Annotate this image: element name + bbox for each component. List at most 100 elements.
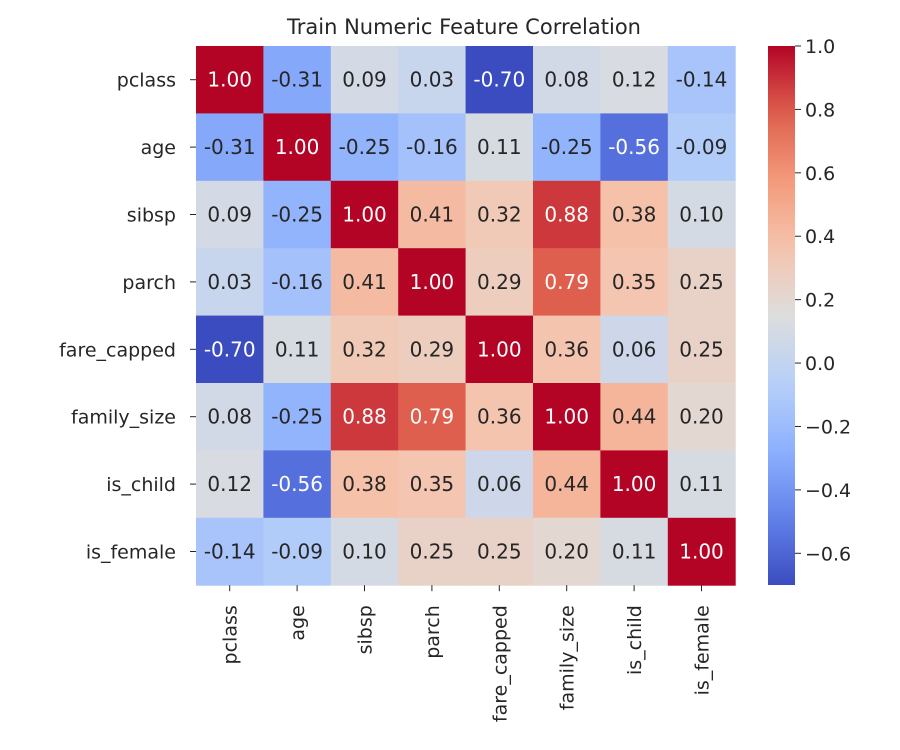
cell-value-label: -0.14	[204, 540, 256, 564]
cell-value-label: -0.70	[473, 68, 525, 92]
colorbar-tick-label: −0.2	[805, 416, 851, 438]
heatmap-cell-sibsp-is_female	[667, 180, 736, 249]
column-label-age: age	[287, 605, 309, 640]
heatmap-cell-age-parch	[398, 113, 467, 182]
column-label-sibsp: sibsp	[355, 605, 377, 654]
cell-value-label: 0.25	[477, 540, 522, 564]
heatmap-cell-pclass-age	[263, 46, 332, 114]
heatmap-cell-is_female-is_female	[667, 517, 736, 586]
cell-value-label: 0.35	[612, 270, 657, 294]
cell-value-label: 1.00	[612, 472, 657, 496]
heatmap-cell-age-fare_capped	[465, 113, 534, 182]
chart-title: Train Numeric Feature Correlation	[286, 15, 641, 39]
cell-value-label: 0.09	[342, 68, 387, 92]
cell-value-label: -0.56	[608, 135, 660, 159]
heatmap-cell-pclass-fare_capped	[465, 46, 534, 114]
row-label-is_child: is_child	[106, 474, 176, 496]
heatmap-cell-family_size-parch	[398, 383, 467, 451]
cell-value-label: 0.44	[612, 405, 657, 429]
heatmap-cell-fare_capped-fare_capped	[465, 315, 534, 384]
heatmap-cell-family_size-fare_capped	[465, 383, 534, 451]
heatmap-cell-fare_capped-sibsp	[330, 315, 399, 384]
heatmap-cell-is_female-is_child	[600, 517, 669, 586]
colorbar-tick-label: 0.8	[805, 99, 835, 121]
cell-value-label: 0.20	[679, 405, 724, 429]
row-label-is_female: is_female	[86, 542, 176, 564]
cell-value-label: 0.44	[544, 472, 589, 496]
heatmap-cell-is_child-is_female	[667, 450, 736, 519]
heatmap-cell-is_child-parch	[398, 450, 467, 519]
cell-value-label: 0.11	[612, 540, 657, 564]
cell-value-label: 0.32	[342, 337, 387, 361]
heatmap-cell-family_size-age	[263, 383, 332, 451]
cell-value-label: 0.03	[207, 270, 252, 294]
heatmap-cell-parch-parch	[398, 248, 467, 317]
cell-value-label: 0.36	[477, 405, 522, 429]
heatmap-cell-parch-fare_capped	[465, 248, 534, 317]
cell-value-label: 0.11	[275, 337, 320, 361]
heatmap-cell-is_female-fare_capped	[465, 517, 534, 586]
heatmap-cell-age-pclass	[196, 113, 264, 182]
cell-value-label: 1.00	[410, 270, 455, 294]
cell-value-label: -0.56	[271, 472, 323, 496]
cell-value-label: -0.31	[204, 135, 256, 159]
heatmap-cell-family_size-sibsp	[330, 383, 399, 451]
column-label-parch: parch	[422, 605, 444, 659]
cell-value-label: 0.09	[207, 203, 252, 227]
cell-value-label: 0.10	[679, 203, 724, 227]
cell-value-label: 1.00	[342, 203, 387, 227]
cell-value-label: 0.12	[207, 472, 252, 496]
heatmap-cell-fare_capped-is_female	[667, 315, 736, 384]
heatmap-cell-parch-is_child	[600, 248, 669, 317]
heatmap-cell-fare_capped-parch	[398, 315, 467, 384]
heatmap-cell-is_female-parch	[398, 517, 467, 586]
cell-value-label: 1.00	[275, 135, 320, 159]
heatmap-cell-pclass-is_child	[600, 46, 669, 114]
column-label-is_female: is_female	[692, 605, 714, 695]
row-labels: pclass age sibsp parch fare_capped family_siz…	[59, 70, 196, 564]
heatmap-cell-age-family_size	[533, 113, 601, 182]
column-label-is_child: is_child	[624, 605, 646, 675]
heatmap-cell-parch-pclass	[196, 248, 264, 317]
heatmap-cell-family_size-is_child	[600, 383, 669, 451]
cell-value-label: 0.41	[410, 203, 455, 227]
colorbar-tick-label: 0.0	[805, 353, 835, 375]
heatmap-cell-is_child-sibsp	[330, 450, 399, 519]
heatmap-cell-pclass-pclass	[196, 46, 264, 114]
row-label-parch: parch	[122, 272, 176, 294]
cell-value-label: 0.79	[544, 270, 589, 294]
cell-value-label: 1.00	[207, 68, 252, 92]
cell-value-label: 0.41	[342, 270, 387, 294]
cell-value-label: -0.09	[676, 135, 728, 159]
cell-value-label: 0.32	[477, 203, 522, 227]
heatmap-cell-is_female-age	[263, 517, 332, 586]
heatmap-cell-sibsp-family_size	[533, 180, 601, 249]
heatmap-cell-parch-is_female	[667, 248, 736, 317]
heatmap-cell-sibsp-parch	[398, 180, 467, 249]
heatmap-cell-age-is_child	[600, 113, 669, 182]
cell-value-label: -0.25	[541, 135, 593, 159]
colorbar-tick-label: 0.4	[805, 226, 835, 248]
heatmap-cell-pclass-is_female	[667, 46, 736, 114]
heatmap-cell-is_child-is_child	[600, 450, 669, 519]
row-label-fare_capped: fare_capped	[59, 339, 176, 361]
heatmap-cell-is_female-pclass	[196, 517, 264, 586]
heatmap-cell-is_child-pclass	[196, 450, 264, 519]
row-label-pclass: pclass	[117, 70, 176, 92]
cell-value-label: -0.14	[676, 68, 728, 92]
row-label-sibsp: sibsp	[127, 205, 176, 227]
cell-value-label: 0.79	[410, 405, 455, 429]
colorbar-tick-label: −0.6	[805, 543, 851, 565]
cell-value-label: 1.00	[679, 540, 724, 564]
cell-value-label: -0.25	[339, 135, 391, 159]
heatmap-cell-parch-family_size	[533, 248, 601, 317]
colorbar-tick-label: −0.4	[805, 480, 851, 502]
cell-value-label: -0.16	[406, 135, 458, 159]
column-labels: pclass age sibsp parch fare_capped family_siz…	[220, 585, 714, 722]
cell-value-label: 0.20	[544, 540, 589, 564]
cell-value-label: 0.03	[410, 68, 455, 92]
heatmap-cell-family_size-family_size	[533, 383, 601, 451]
heatmap-cell-is_child-fare_capped	[465, 450, 534, 519]
heatmap-cell-parch-sibsp	[330, 248, 399, 317]
